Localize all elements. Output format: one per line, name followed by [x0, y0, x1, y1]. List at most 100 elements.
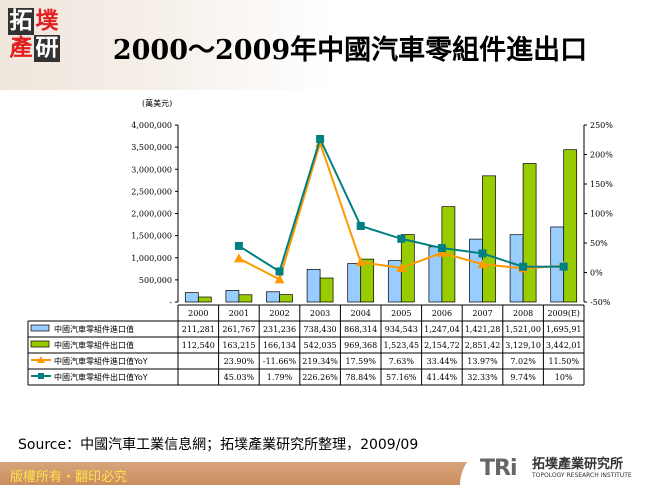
data-label: 1.79%	[267, 373, 293, 382]
data-label: 231,236	[263, 325, 296, 334]
data-label: 166,134	[263, 341, 296, 350]
data-label: 1,523,45	[383, 341, 419, 350]
bar	[360, 258, 375, 303]
logo: 拓 墣 產 研	[8, 8, 60, 66]
line-marker	[274, 274, 285, 284]
data-label: 261,767	[222, 325, 255, 334]
bar	[184, 292, 199, 303]
data-label: 163,215	[222, 341, 255, 350]
page-title: 2000～2009年中國汽車零組件進出口	[112, 35, 588, 66]
bar	[347, 263, 362, 303]
line-marker	[275, 267, 284, 276]
source-note: Source：中國汽車工業信息網；拓墣產業研究所整理，2009/09	[18, 437, 419, 453]
legend-marker	[37, 356, 45, 363]
line-marker	[234, 241, 243, 250]
left-tick-label: -	[169, 298, 172, 307]
right-tick-label: 100%	[590, 210, 613, 219]
legend-label: 中國汽車零組件進口值YoY	[54, 356, 148, 366]
data-label: 41.44%	[427, 373, 458, 382]
bar	[563, 149, 578, 303]
legend-label: 中國汽車零組件出口值YoY	[54, 372, 148, 382]
left-tick-label: 2,000,000	[131, 210, 172, 219]
category-label: 2004	[351, 309, 371, 318]
right-tick-label: 250%	[590, 121, 613, 130]
line-marker	[397, 234, 406, 243]
data-label: 3,129,10	[505, 341, 541, 350]
data-label: 2,851,42	[465, 341, 501, 350]
line-marker	[436, 247, 447, 257]
data-label: 11.50%	[548, 357, 579, 366]
bar	[238, 294, 253, 303]
data-label: 32.33%	[467, 373, 498, 382]
brand-logo: TRi	[480, 456, 517, 481]
data-label: 33.44%	[427, 357, 458, 366]
left-tick-label: 3,500,000	[131, 143, 172, 152]
line-marker	[559, 262, 568, 271]
left-tick-label: 2,500,000	[131, 187, 172, 196]
line-marker	[477, 259, 488, 269]
data-label: 10%	[555, 373, 573, 382]
line-marker	[316, 135, 325, 144]
data-label: 57.16%	[386, 373, 417, 382]
line-marker	[356, 221, 365, 230]
data-label: 738,430	[304, 325, 337, 334]
bar	[482, 175, 496, 303]
line-marker	[355, 257, 366, 267]
bar	[197, 296, 212, 303]
category-label: 2002	[269, 309, 289, 318]
data-label: 23.90%	[224, 357, 255, 366]
category-label: 2009(E)	[547, 309, 579, 318]
left-tick-label: 1,000,000	[131, 254, 172, 263]
data-label: 17.59%	[345, 357, 376, 366]
line-marker	[437, 244, 446, 253]
data-label: 1,421,28	[465, 325, 501, 334]
data-label: 1,521,00	[505, 325, 541, 334]
line-marker	[233, 253, 244, 263]
bar	[319, 277, 334, 303]
data-label: 3,442,01	[546, 341, 582, 350]
data-label: 13.97%	[467, 357, 498, 366]
left-tick-label: 4,000,000	[131, 121, 172, 130]
data-label: 542,035	[304, 341, 337, 350]
bar	[306, 268, 321, 303]
data-label: 226.26%	[302, 373, 338, 382]
data-label: 934,543	[385, 325, 418, 334]
left-tick-label: 3,000,000	[131, 165, 172, 174]
data-label: 112,540	[182, 341, 215, 350]
bar	[279, 294, 293, 303]
bar	[469, 238, 483, 303]
logo-char: 拓	[8, 8, 34, 35]
category-label: 2005	[391, 309, 411, 318]
data-label: 211,281	[182, 325, 215, 334]
category-label: 2003	[310, 309, 330, 318]
data-label: 969,368	[344, 341, 377, 350]
data-label: 868,314	[344, 325, 377, 334]
bar	[522, 163, 537, 303]
category-label: 2008	[513, 309, 533, 318]
logo-char: 墣	[35, 8, 59, 34]
category-label: 2001	[229, 309, 249, 318]
category-label: 2006	[432, 309, 452, 318]
brand-mark: TRi	[480, 456, 517, 481]
unit-label: (萬美元)	[142, 98, 172, 108]
category-label: 2000	[188, 309, 208, 318]
legend-label: 中國汽車零組件出口值	[54, 340, 134, 350]
legend-marker	[38, 373, 44, 379]
data-label: 7.63%	[389, 357, 415, 366]
data-label: 9.74%	[510, 373, 536, 382]
right-tick-label: -50%	[590, 298, 611, 307]
line-marker	[519, 262, 528, 271]
data-label: 2,154,72	[424, 341, 460, 350]
line-marker	[396, 262, 407, 272]
category-label: 2007	[472, 309, 492, 318]
bar	[266, 291, 280, 303]
left-tick-label: 500,000	[139, 276, 172, 285]
copyright-text: 版權所有・翻印必究	[10, 470, 128, 485]
data-label: 219.34%	[302, 357, 338, 366]
data-label: -11.66%	[263, 357, 297, 366]
data-label: 1,695,91	[546, 325, 582, 334]
logo-char: 研	[34, 35, 60, 62]
legend-label: 中國汽車零組件進口值	[54, 324, 134, 334]
legend-key	[30, 324, 50, 332]
